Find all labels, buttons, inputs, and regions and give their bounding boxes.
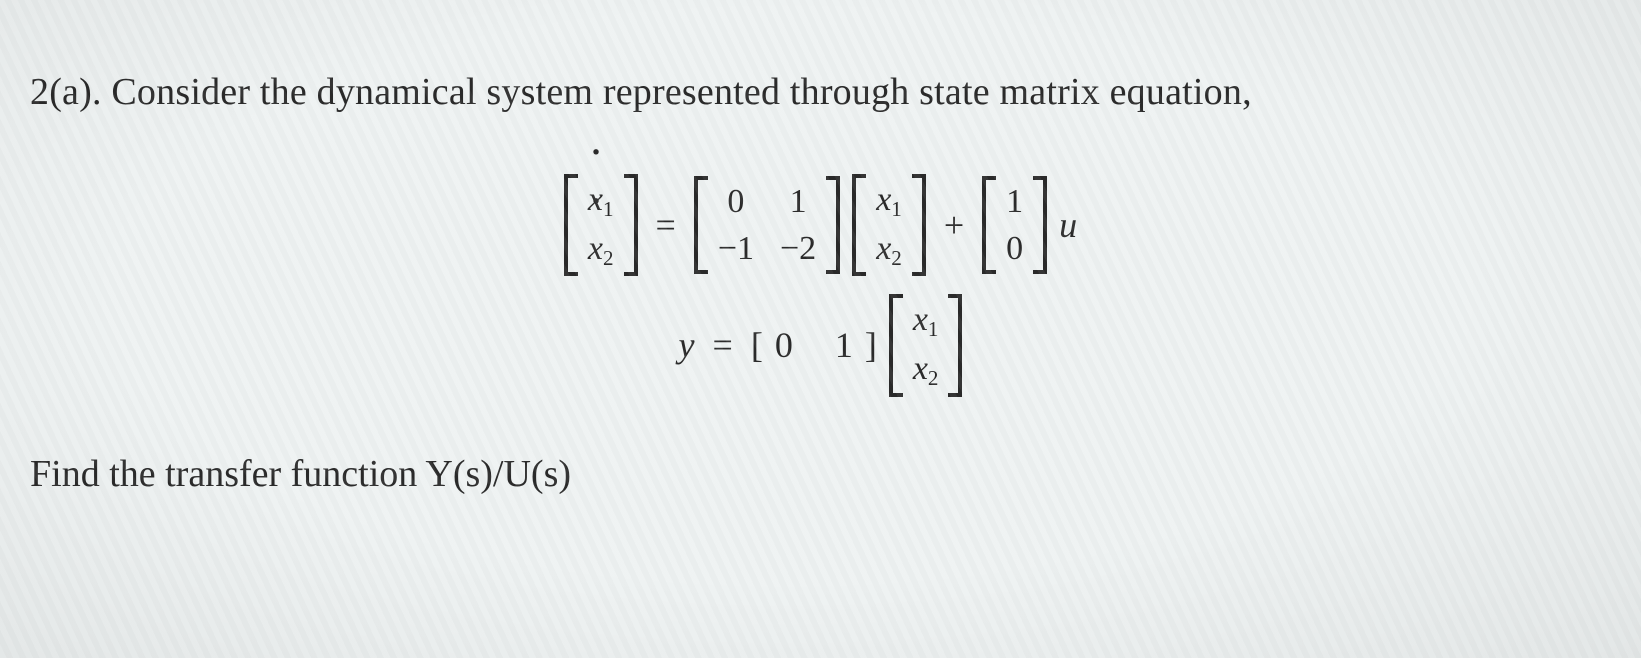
right-bracket-icon <box>826 176 840 274</box>
matrix-cell: 0 <box>775 324 793 366</box>
matrix-cell: x2 <box>913 349 939 390</box>
x-vector: x1 x2 <box>852 174 926 276</box>
c-row-open: [ <box>751 324 763 366</box>
matrix-cell: 1 <box>790 182 807 221</box>
question-prompt: 2(a). Consider the dynamical system repr… <box>30 70 1611 114</box>
xdot-vector: x1 x2 <box>564 174 638 276</box>
c-row-close: ] <box>865 324 877 366</box>
x-vector-output: x1 x2 <box>889 294 963 396</box>
task-line: Find the transfer function Y(s)/U(s) <box>30 452 1611 496</box>
right-bracket-icon <box>624 174 638 276</box>
plus-sign: + <box>938 204 970 246</box>
question-number: 2(a). <box>30 71 102 113</box>
matrix-cell: −2 <box>780 229 816 268</box>
state-equation: x1 x2 = 0 1 −1 −2 <box>564 174 1077 276</box>
right-bracket-icon <box>912 174 926 276</box>
matrix-cell: 1 <box>835 324 853 366</box>
matrix-cell: x2 <box>588 229 614 270</box>
matrix-cell: 1 <box>1006 182 1023 221</box>
left-bracket-icon <box>694 176 708 274</box>
output-equation: y = [ 0 1 ] x1 x2 <box>679 294 963 396</box>
matrix-cell: x1 <box>913 300 939 341</box>
matrix-cell: −1 <box>718 229 754 268</box>
equations-block: x1 x2 = 0 1 −1 −2 <box>30 174 1611 397</box>
input-symbol: u <box>1059 204 1077 246</box>
a-matrix: 0 1 −1 −2 <box>694 176 840 274</box>
equals-sign: = <box>707 324 739 366</box>
problem-page: 2(a). Consider the dynamical system repr… <box>0 0 1641 658</box>
left-bracket-icon <box>889 294 903 396</box>
matrix-cell: 0 <box>727 182 744 221</box>
equals-sign: = <box>650 204 682 246</box>
matrix-cell: x1 <box>876 180 902 221</box>
left-bracket-icon <box>564 174 578 276</box>
left-bracket-icon <box>852 174 866 276</box>
matrix-cell: x2 <box>876 229 902 270</box>
right-bracket-icon <box>948 294 962 396</box>
b-vector: 1 0 <box>982 176 1047 274</box>
right-bracket-icon <box>1033 176 1047 274</box>
left-bracket-icon <box>982 176 996 274</box>
output-symbol: y <box>679 324 695 366</box>
question-text: Consider the dynamical system represente… <box>111 71 1251 113</box>
matrix-cell: 0 <box>1006 229 1023 268</box>
